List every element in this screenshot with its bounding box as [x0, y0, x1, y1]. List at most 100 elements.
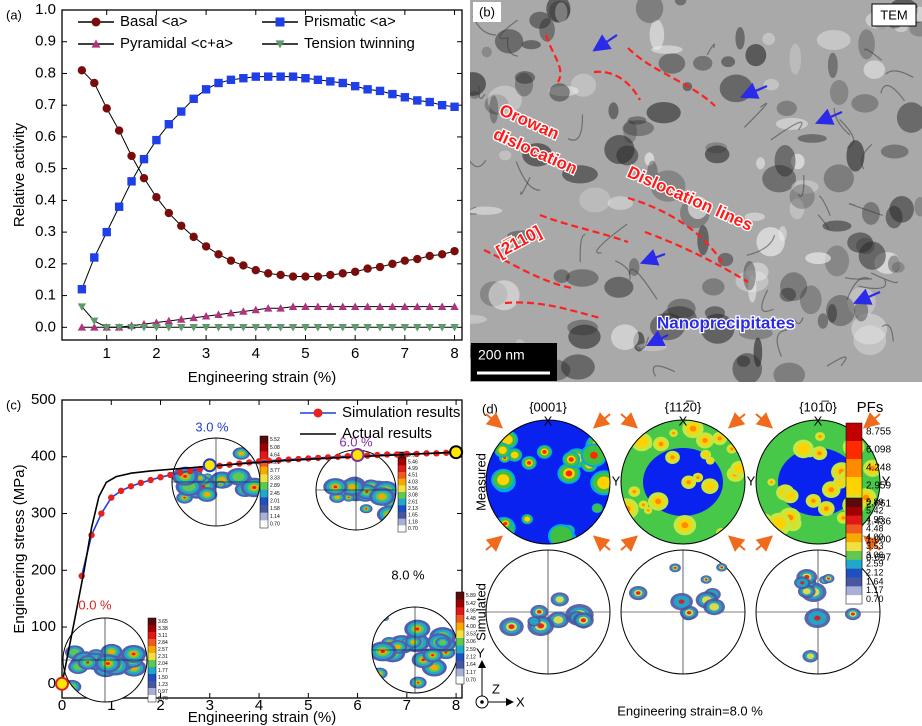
texture — [651, 45, 683, 54]
colorbar-label: 4.48 — [866, 523, 884, 533]
marker — [102, 227, 111, 237]
colorbar-label: 5.42 — [466, 601, 476, 607]
marker — [90, 78, 99, 88]
y-tick-label: 500 — [31, 391, 56, 408]
pole-blob — [524, 516, 531, 522]
pole-blob — [658, 441, 664, 447]
pole-blob — [802, 588, 811, 595]
texture — [489, 95, 499, 124]
texture — [817, 313, 829, 329]
marker — [288, 302, 298, 311]
texture — [896, 102, 922, 133]
texture — [646, 101, 681, 124]
pole-blob — [704, 481, 716, 491]
y-tick-label: 1.0 — [35, 1, 56, 18]
texture — [778, 226, 787, 242]
colorbar-label: 3.56 — [408, 486, 418, 492]
legend-label: Pyramidal <c+a> — [120, 35, 233, 52]
axis-label: Y — [882, 473, 891, 488]
texture — [762, 32, 776, 46]
texture — [797, 134, 827, 143]
texture — [520, 177, 531, 195]
marker — [288, 272, 298, 281]
texture — [794, 317, 804, 325]
marker — [127, 151, 136, 161]
pole-blob — [737, 432, 740, 435]
texture — [608, 102, 619, 120]
colorbar-label: 1.17 — [466, 670, 476, 676]
dislocation-traces — [483, 34, 749, 320]
pole-blob — [444, 651, 448, 654]
texture — [770, 121, 803, 141]
x-tick-label: 3 — [206, 697, 214, 714]
marker — [437, 323, 447, 332]
texture — [579, 187, 611, 213]
colorbar-band — [260, 459, 268, 467]
plane-label: {0001} — [529, 399, 567, 414]
orange-arrow — [727, 412, 746, 429]
pole-blob — [201, 485, 206, 488]
pole-blob — [542, 449, 547, 454]
colorbar-title: PFs — [857, 399, 884, 416]
colorbar-label: 2.59 — [866, 559, 884, 569]
pole-blob — [800, 581, 805, 585]
marker — [226, 75, 236, 85]
colorbar-label: 5.89 — [866, 497, 884, 507]
pole-blob — [707, 458, 713, 464]
marker — [239, 323, 248, 332]
colorbar-band — [846, 506, 862, 516]
colorbar-band — [148, 618, 156, 626]
y-tick-label: 0.3 — [35, 223, 56, 240]
texture — [622, 120, 654, 137]
arrow — [814, 108, 843, 125]
pole-texture — [63, 643, 147, 694]
y-tick-label: 0.1 — [35, 287, 56, 304]
texture — [735, 26, 745, 50]
colorbar-label: 3.11 — [158, 633, 168, 639]
colorbar-band — [456, 630, 464, 639]
trace — [539, 213, 629, 244]
colorbar-label: 4.64 — [270, 452, 280, 458]
marker — [375, 323, 385, 332]
texture — [565, 269, 599, 287]
texture — [635, 0, 664, 24]
pole-blob — [568, 457, 574, 462]
texture — [623, 119, 637, 144]
colorbar-band — [398, 492, 406, 499]
marker — [239, 261, 248, 270]
marker — [189, 232, 198, 242]
marker — [313, 75, 323, 85]
texture — [611, 324, 639, 351]
colorbar-label: 5.89 — [466, 593, 476, 599]
texture — [858, 29, 875, 60]
highlight-point — [55, 676, 69, 691]
texture — [861, 143, 873, 170]
marker — [186, 467, 194, 475]
y-tick-label: 0.7 — [35, 96, 56, 113]
texture — [848, 203, 883, 216]
marker — [264, 323, 273, 332]
marker — [214, 323, 223, 332]
pole-blob — [219, 483, 222, 485]
texture — [596, 223, 628, 254]
x-tick-label: 6 — [351, 345, 359, 362]
orange-arrow — [485, 535, 504, 552]
pole-blob — [735, 431, 741, 436]
colorbar-label: 3.53 — [466, 631, 476, 637]
pole-blob — [760, 519, 767, 526]
colorbar-label: 1.58 — [270, 506, 280, 512]
marker — [226, 308, 236, 317]
pole-blob — [592, 504, 602, 513]
colorbar-label: 5.46 — [408, 459, 418, 465]
texture — [839, 119, 855, 149]
texture — [761, 289, 774, 313]
precipitate-arrows — [592, 34, 881, 346]
marker — [288, 323, 298, 332]
pole-blob — [580, 618, 586, 623]
marker — [344, 452, 351, 460]
texture — [507, 36, 518, 57]
marker — [139, 173, 149, 183]
y-tick-label: 200 — [31, 561, 56, 578]
pole-blob — [252, 486, 257, 489]
